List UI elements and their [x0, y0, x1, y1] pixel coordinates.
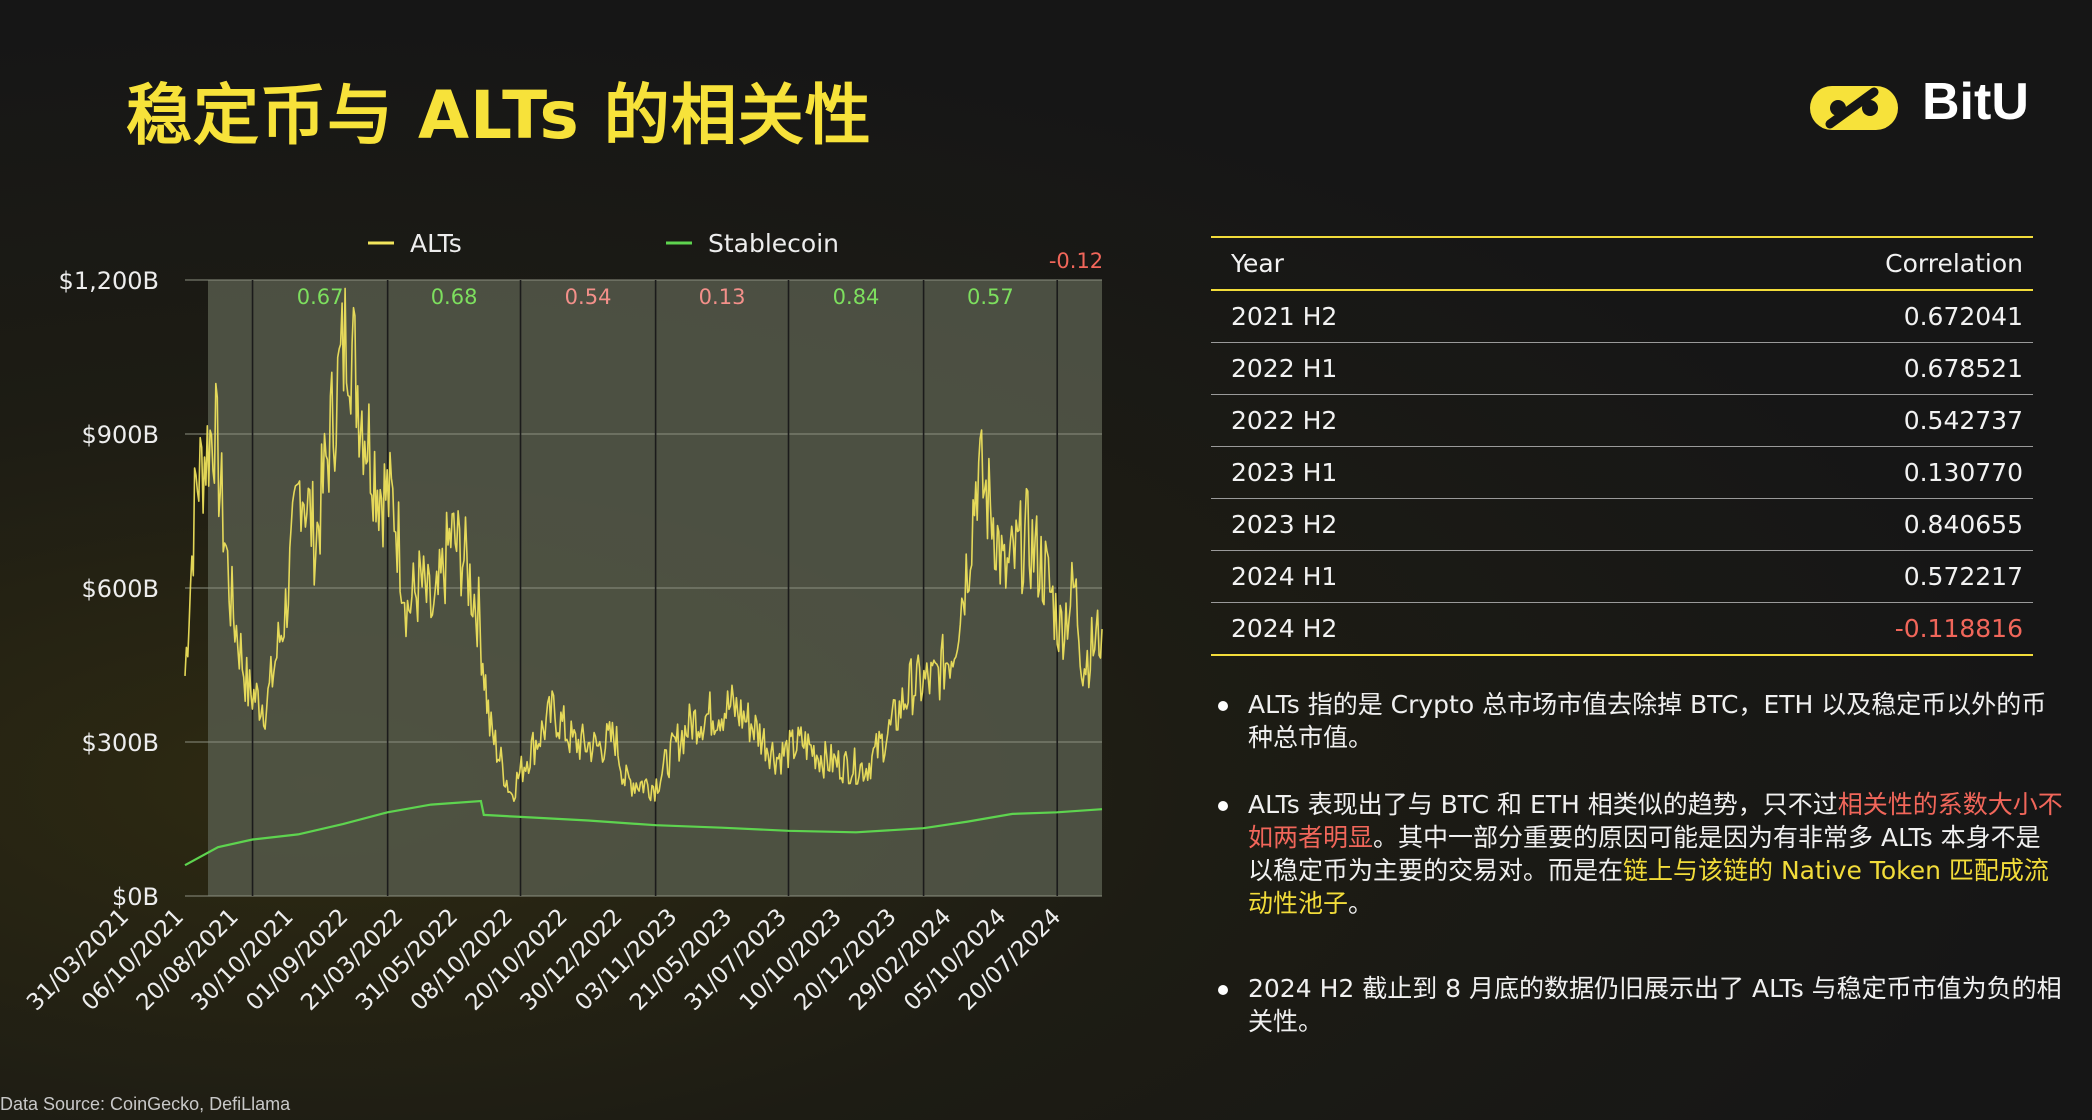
correlation-label: 0.13: [699, 285, 746, 309]
y-tick-label: $1,200B: [59, 267, 159, 295]
data-source: Data Source: CoinGecko, DefiLlama: [0, 1094, 291, 1114]
legend-label: ALTs: [410, 229, 462, 258]
table-row: 2024 H2 -0.118816: [1211, 602, 2033, 656]
logo-text: BitU: [1922, 73, 2029, 131]
note-highlight-red: 相关性的系数大小不如两者明显: [1248, 790, 2063, 852]
table-row: 2022 H1 0.678521: [1211, 342, 2033, 395]
row-value: 0.572217: [1579, 550, 2033, 603]
row-value: -0.118816: [1579, 602, 2033, 656]
legend-label: Stablecoin: [708, 229, 839, 258]
note-alts-trend: ALTs 表现出了与 BTC 和 ETH 相类似的趋势，只不过相关性的系数大小不…: [1214, 788, 2064, 920]
table-header-row: Year Correlation: [1211, 236, 2033, 291]
bitu-logo-icon: [1810, 86, 1898, 130]
row-year: 2024 H1: [1211, 550, 1580, 603]
y-tick-label: $300B: [81, 729, 159, 757]
row-year: 2024 H2: [1211, 602, 1580, 656]
note-2024h2: 2024 H2 截止到 8 月底的数据仍旧展示出了 ALTs 与稳定币市值为负的…: [1214, 972, 2064, 1038]
row-value: 0.542737: [1579, 394, 2033, 447]
header-year: Year: [1211, 236, 1580, 291]
note-text: 。其中一部分重要的原因可能是因为有非常多 ALTs 本身不是以稳定币为主要的交易…: [1248, 823, 2041, 885]
table-row: 2022 H2 0.542737: [1211, 394, 2033, 447]
series-line-stablecoin: [184, 799, 1103, 867]
note-alts-definition: ALTs 指的是 Crypto 总市场市值去除掉 BTC，ETH 以及稳定币以外…: [1214, 688, 2064, 754]
correlation-label: 0.67: [297, 285, 344, 309]
note-text: 。: [1348, 889, 1374, 918]
header-correlation: Correlation: [1579, 236, 2033, 291]
row-value: 0.130770: [1579, 446, 2033, 499]
y-tick-label: $0B: [112, 883, 159, 911]
row-year: 2023 H2: [1211, 498, 1580, 551]
correlation-label: 0.54: [565, 285, 612, 309]
row-value: 0.840655: [1579, 498, 2033, 551]
correlation-label: 0.68: [431, 285, 478, 309]
alts-stablecoin-chart: $0B $300B $600B $900B $1,200B 0.67 0.68 0.54 0.1…: [22, 229, 1103, 1016]
page-title: 稳定币与 ALTs 的相关性: [126, 77, 872, 154]
y-tick-label: $900B: [81, 421, 159, 449]
row-year: 2022 H1: [1211, 342, 1580, 395]
row-value: 0.678521: [1579, 342, 2033, 395]
correlation-label: 0.57: [967, 285, 1014, 309]
series-line-alts: [184, 287, 1103, 802]
correlation-label: 0.84: [833, 285, 880, 309]
row-year: 2021 H2: [1211, 290, 1580, 343]
y-tick-label: $600B: [81, 575, 159, 603]
notes-list: ALTs 指的是 Crypto 总市场市值去除掉 BTC，ETH 以及稳定币以外…: [1214, 688, 2064, 1038]
correlation-label: -0.12: [1049, 249, 1103, 273]
table-row: 2023 H2 0.840655: [1211, 498, 2033, 551]
row-value: 0.672041: [1579, 290, 2033, 343]
correlation-table: Year Correlation 2021 H2 0.672041 2022 H1…: [1211, 236, 2033, 656]
row-year: 2023 H1: [1211, 446, 1580, 499]
row-year: 2022 H2: [1211, 394, 1580, 447]
note-text: ALTs 表现出了与 BTC 和 ETH 相类似的趋势，只不过: [1248, 790, 1838, 819]
note-highlight-yellow: 链上与该链的 Native Token 匹配成流动性池子: [1248, 856, 2049, 918]
table-row: 2024 H1 0.572217: [1211, 550, 2033, 603]
table-row: 2023 H1 0.130770: [1211, 446, 2033, 499]
table-row: 2021 H2 0.672041: [1211, 290, 2033, 343]
